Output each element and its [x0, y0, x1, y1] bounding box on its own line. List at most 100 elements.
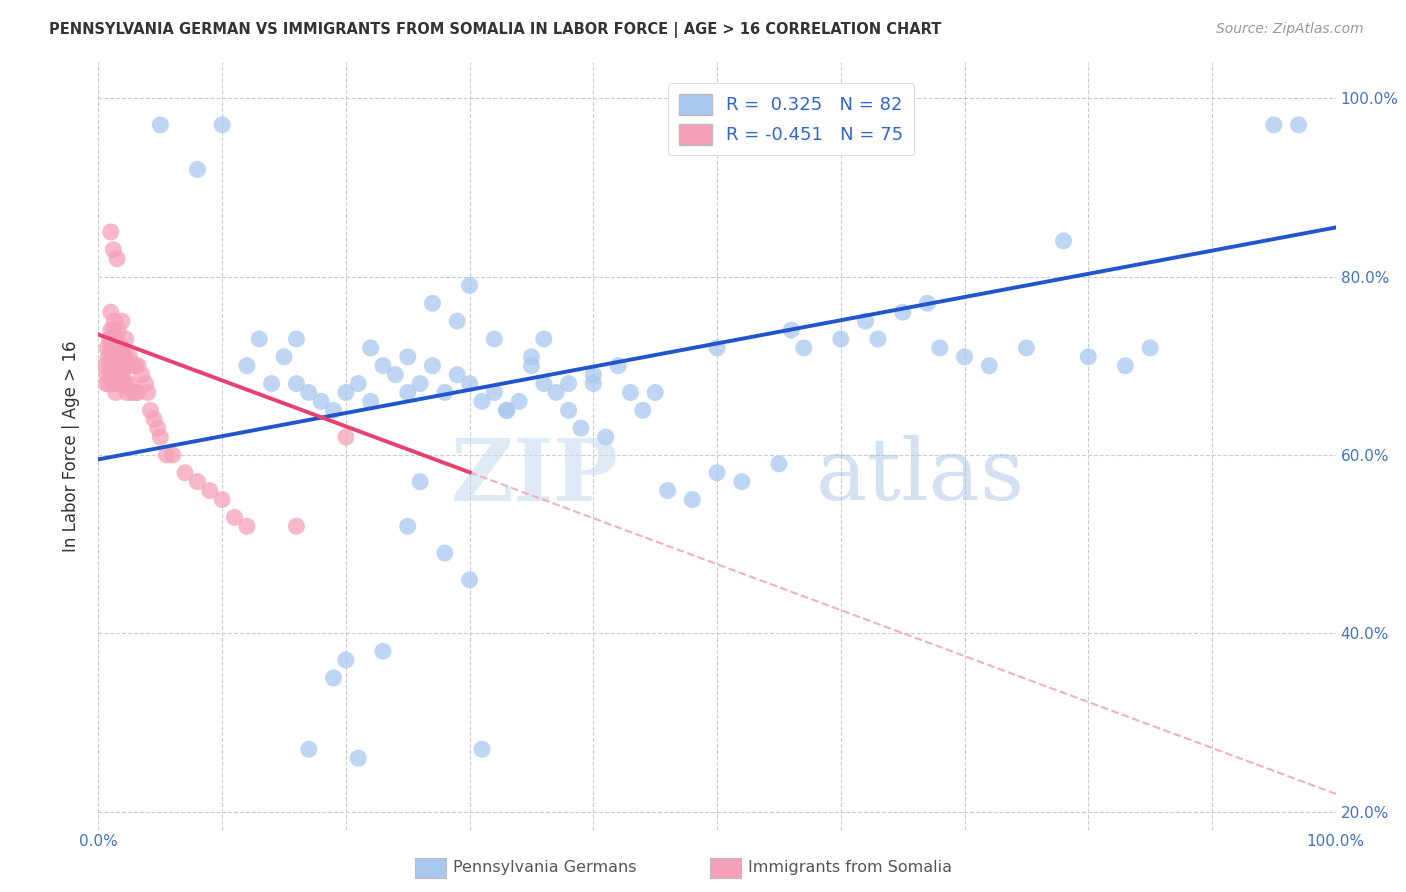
Point — [409, 475, 432, 489]
Point — [285, 519, 308, 533]
Text: Source: ZipAtlas.com: Source: ZipAtlas.com — [1216, 22, 1364, 37]
Point — [134, 376, 156, 391]
Point — [371, 359, 394, 373]
Point — [236, 359, 259, 373]
Point — [458, 278, 481, 293]
Point — [458, 573, 481, 587]
Point — [114, 332, 136, 346]
Point — [108, 368, 131, 382]
Point — [557, 376, 579, 391]
Point — [104, 359, 127, 373]
Point — [143, 412, 166, 426]
Point — [484, 332, 506, 346]
Point — [111, 314, 134, 328]
Point — [100, 225, 122, 239]
Point — [371, 644, 394, 658]
Point — [127, 359, 149, 373]
Point — [706, 466, 728, 480]
Point — [98, 359, 121, 373]
Point — [793, 341, 815, 355]
Point — [273, 350, 295, 364]
Point — [146, 421, 169, 435]
Point — [107, 359, 129, 373]
Point — [136, 385, 159, 400]
Point — [105, 350, 128, 364]
Point — [236, 519, 259, 533]
Point — [127, 385, 149, 400]
Point — [508, 394, 530, 409]
Point — [347, 376, 370, 391]
Text: atlas: atlas — [815, 435, 1025, 518]
Point — [247, 332, 270, 346]
Point — [121, 385, 143, 400]
Point — [396, 519, 419, 533]
Point — [118, 376, 141, 391]
Point — [471, 742, 494, 756]
Point — [569, 421, 592, 435]
Point — [533, 332, 555, 346]
Point — [631, 403, 654, 417]
Point — [866, 332, 889, 346]
Point — [891, 305, 914, 319]
Point — [211, 492, 233, 507]
Point — [112, 376, 135, 391]
Point — [298, 385, 321, 400]
Point — [162, 448, 184, 462]
Point — [96, 341, 118, 355]
Point — [186, 475, 208, 489]
Point — [100, 305, 122, 319]
Point — [112, 359, 135, 373]
Point — [115, 359, 138, 373]
Point — [396, 350, 419, 364]
Point — [830, 332, 852, 346]
Point — [484, 385, 506, 400]
Point — [607, 359, 630, 373]
Point — [1263, 118, 1285, 132]
Point — [224, 510, 246, 524]
Point — [121, 359, 143, 373]
Point — [446, 368, 468, 382]
Point — [644, 385, 666, 400]
Point — [260, 376, 283, 391]
Point — [103, 243, 125, 257]
Point — [101, 376, 124, 391]
Point — [731, 475, 754, 489]
Point — [396, 385, 419, 400]
Point — [953, 350, 976, 364]
Point — [298, 742, 321, 756]
Point — [433, 385, 456, 400]
Point — [108, 341, 131, 355]
Point — [124, 359, 146, 373]
Point — [198, 483, 221, 498]
Point — [582, 368, 605, 382]
Point — [347, 751, 370, 765]
Point — [979, 359, 1001, 373]
Point — [103, 332, 125, 346]
Point — [186, 162, 208, 177]
Point — [97, 376, 120, 391]
Point — [107, 323, 129, 337]
Point — [309, 394, 332, 409]
Point — [98, 332, 121, 346]
Point — [100, 368, 122, 382]
Point — [104, 341, 127, 355]
Point — [104, 385, 127, 400]
Point — [97, 350, 120, 364]
Point — [103, 341, 125, 355]
Point — [114, 350, 136, 364]
Point — [471, 394, 494, 409]
Point — [706, 341, 728, 355]
Point — [1139, 341, 1161, 355]
Point — [110, 350, 132, 364]
Point — [105, 332, 128, 346]
Point — [124, 385, 146, 400]
Point — [112, 350, 135, 364]
Point — [1052, 234, 1074, 248]
Point — [446, 314, 468, 328]
Y-axis label: In Labor Force | Age > 16: In Labor Force | Age > 16 — [62, 340, 80, 552]
Point — [149, 118, 172, 132]
Point — [928, 341, 950, 355]
Point — [409, 376, 432, 391]
Point — [107, 341, 129, 355]
Point — [780, 323, 803, 337]
